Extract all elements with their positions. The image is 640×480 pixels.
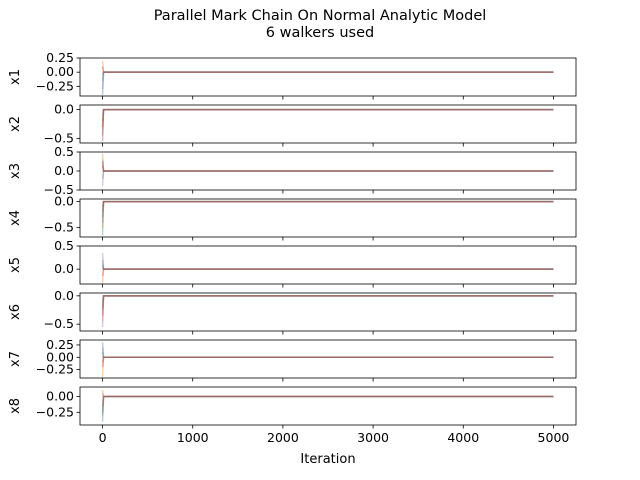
walker-1-trace-x4 — [101, 200, 554, 218]
walker-4-trace-x2 — [101, 108, 554, 142]
panel-x8-ylabel: x8 — [8, 398, 23, 414]
panel-x1-frame — [79, 57, 577, 97]
panel-x7-ytick-label: 0.25 — [46, 337, 74, 352]
panel-x4-ytick-label: 0.0 — [54, 194, 74, 209]
panel-x8-ytick-label: −0.25 — [36, 404, 74, 419]
panel-x5-ytick-label: 0.5 — [54, 238, 74, 253]
panel-x1-ytick-label: 0.25 — [46, 50, 74, 65]
walker-4-trace-x1 — [101, 66, 554, 73]
panel-x1-ylabel: x1 — [8, 69, 23, 85]
walker-4-trace-x7 — [101, 356, 554, 368]
walker-5-trace-x4 — [101, 200, 554, 223]
walker-2-trace-x2 — [101, 108, 554, 130]
panel-x4-ytick-label: −0.5 — [44, 220, 74, 235]
walker-6-trace-x8 — [101, 395, 554, 413]
panel-x6-ytick-label: −0.5 — [44, 316, 74, 331]
walker-3-trace-x5 — [101, 264, 554, 270]
panel-x6-ylabel: x6 — [8, 304, 23, 320]
panel-x2-ytick-label: −0.5 — [44, 130, 74, 145]
xtick-label: 0 — [99, 430, 107, 445]
walker-3-trace-x6 — [101, 295, 554, 302]
walker-4-trace-x3 — [101, 165, 554, 172]
walker-2-trace-x6 — [101, 295, 554, 322]
walker-1-trace-x1 — [101, 71, 554, 95]
walker-2-trace-x4 — [101, 200, 554, 228]
walker-1-trace-x7 — [101, 342, 554, 359]
walker-5-trace-x3 — [101, 170, 554, 187]
xtick-label: 2000 — [267, 430, 299, 445]
walker-1-trace-x5 — [101, 259, 554, 270]
panel-x2-ytick-label: 0.0 — [54, 102, 74, 117]
walker-2-trace-x1 — [101, 60, 554, 73]
walker-6-trace-x1 — [101, 71, 554, 76]
panel-x3-ytick-label: −0.5 — [44, 182, 74, 197]
walker-1-trace-x3 — [101, 159, 554, 172]
walker-3-trace-x8 — [101, 395, 554, 416]
walker-6-trace-x3 — [101, 161, 554, 172]
panel-x5-ylabel: x5 — [8, 257, 23, 273]
xtick-label: 4000 — [447, 430, 479, 445]
walker-6-trace-x6 — [101, 295, 554, 311]
walker-3-trace-x7 — [101, 352, 554, 359]
walker-2-trace-x7 — [101, 356, 554, 378]
walker-3-trace-x3 — [101, 170, 554, 179]
panel-x3-ylabel: x3 — [8, 163, 23, 179]
panel-x7-frame — [79, 339, 577, 379]
xtick-label: 5000 — [538, 430, 570, 445]
walker-4-trace-x6 — [101, 295, 554, 316]
walker-2-trace-x5 — [101, 268, 554, 284]
walker-5-trace-x1 — [101, 71, 554, 90]
panel-x2-frame — [79, 104, 577, 144]
walker-4-trace-x8 — [101, 395, 554, 407]
panel-x5-frame — [79, 245, 577, 285]
panel-x3-ytick-label: 0.5 — [54, 144, 74, 159]
walker-5-trace-x2 — [101, 108, 554, 116]
walker-3-trace-x2 — [101, 108, 554, 122]
walker-4-trace-x4 — [101, 200, 554, 213]
panel-x1-ytick-label: −0.25 — [36, 78, 74, 93]
walker-5-trace-x7 — [101, 347, 554, 359]
panel-x4-ylabel: x4 — [8, 210, 23, 226]
panel-x7-ylabel: x7 — [8, 351, 23, 367]
panel-x5-ytick-label: 0.0 — [54, 261, 74, 276]
walker-1-trace-x2 — [101, 108, 554, 136]
x-axis-label: Iteration — [300, 452, 355, 467]
panel-x6-ytick-label: 0.0 — [54, 288, 74, 303]
walker-3-trace-x4 — [101, 200, 554, 236]
panel-x3-ytick-label: 0.0 — [54, 163, 74, 178]
walker-1-trace-x6 — [101, 295, 554, 308]
panel-x8-ytick-label: 0.00 — [46, 389, 74, 404]
panel-x7-ytick-label: 0.00 — [46, 349, 74, 364]
panel-x7-ytick-label: −0.25 — [36, 362, 74, 377]
walker-5-trace-x5 — [101, 252, 554, 270]
walker-1-trace-x8 — [101, 395, 554, 422]
panel-x4-frame — [79, 198, 577, 238]
panel-x8-frame — [79, 386, 577, 426]
walker-4-trace-x5 — [101, 268, 554, 277]
walker-3-trace-x1 — [101, 71, 554, 81]
xtick-label: 1000 — [177, 430, 209, 445]
panel-x6-frame — [79, 292, 577, 332]
walker-5-trace-x8 — [101, 393, 554, 398]
panel-x2-ylabel: x2 — [8, 116, 23, 132]
xtick-label: 3000 — [357, 430, 389, 445]
figure-title: Parallel Mark Chain On Normal Analytic M… — [153, 8, 487, 24]
walker-6-trace-x2 — [101, 108, 554, 127]
walker-6-trace-x7 — [101, 356, 554, 363]
walker-2-trace-x3 — [101, 153, 554, 172]
figure-subtitle: 6 walkers used — [265, 25, 375, 41]
walker-6-trace-x4 — [101, 200, 554, 207]
walker-2-trace-x8 — [101, 390, 554, 398]
walker-6-trace-x5 — [101, 266, 554, 270]
walker-5-trace-x6 — [101, 295, 554, 328]
panel-x1-ytick-label: 0.00 — [46, 64, 74, 79]
